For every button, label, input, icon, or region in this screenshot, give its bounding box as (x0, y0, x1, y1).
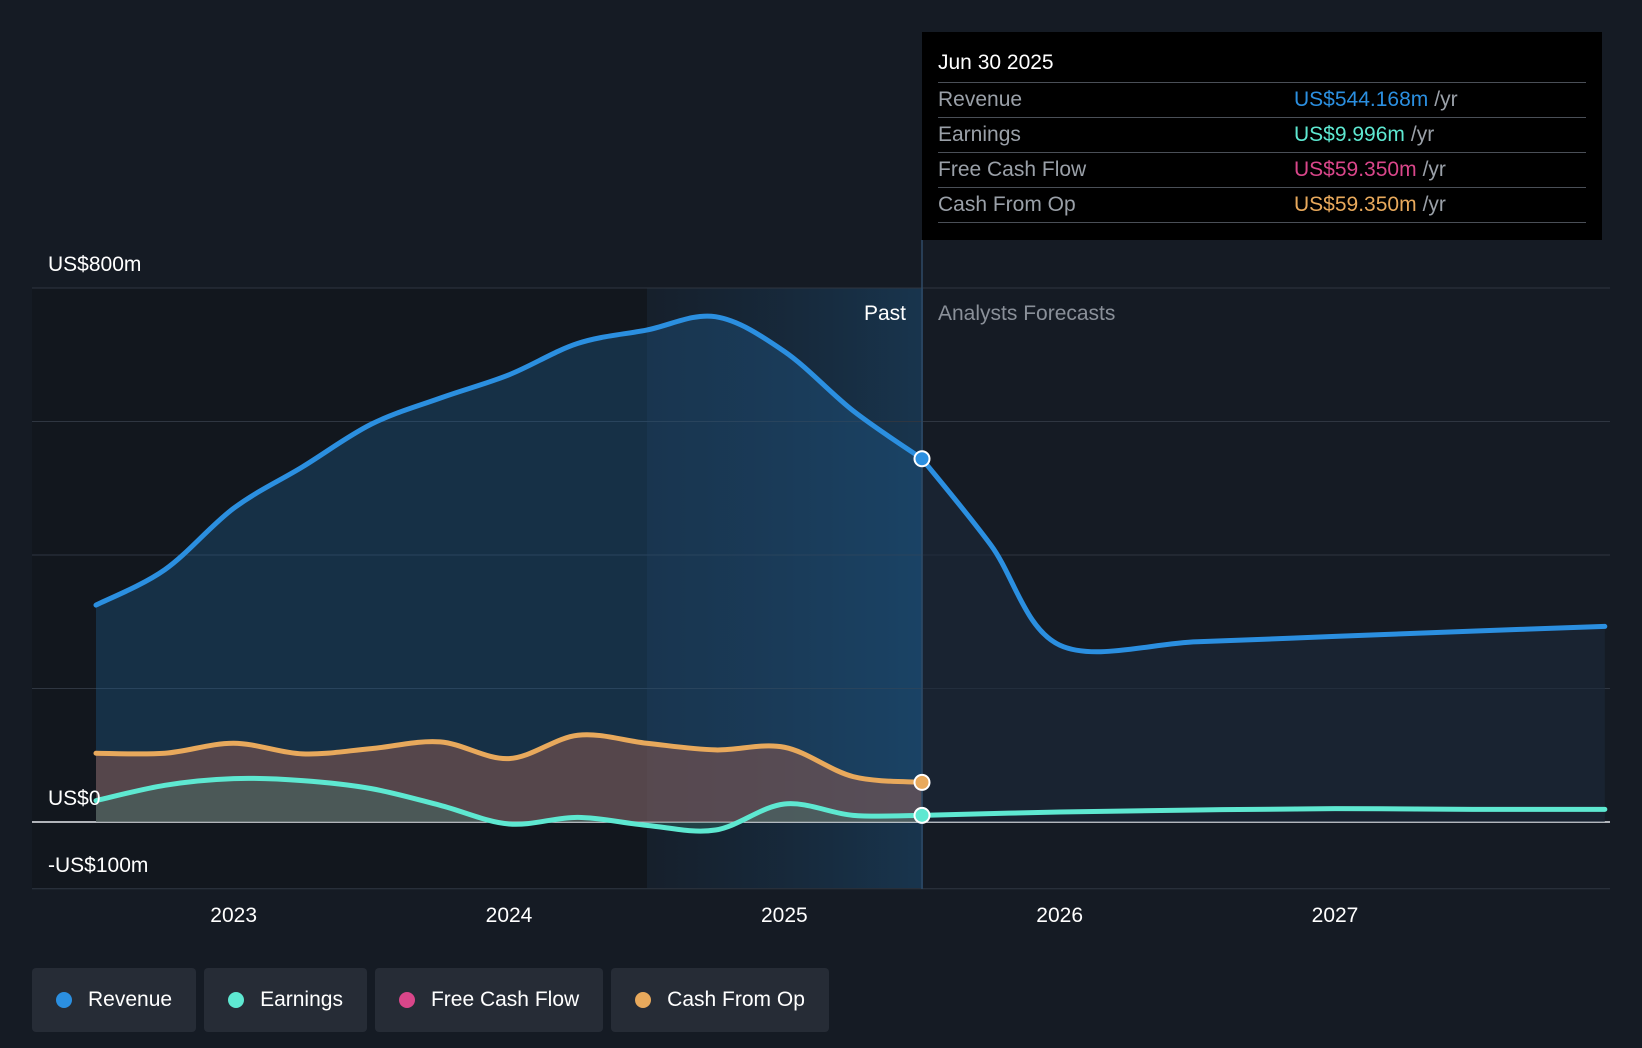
earnings-marker (913, 806, 931, 824)
earnings-area (96, 778, 922, 832)
legend-item-cash-from-op[interactable]: Cash From Op (611, 968, 829, 1032)
tooltip-value: US$59.350m/yr (1294, 193, 1446, 216)
tooltip-row-cash-from-op: Cash From Op US$59.350m/yr (938, 188, 1586, 223)
earnings-line (93, 775, 925, 834)
tooltip-row-free-cash-flow: Free Cash Flow US$59.350m/yr (938, 153, 1586, 188)
cash-from-op-dot-icon (635, 992, 652, 1008)
y-tick-label: US$0 (48, 787, 101, 810)
y-axis-labels: US$800m US$0 -US$100m (48, 253, 148, 877)
revenue-marker (913, 450, 931, 468)
x-tick-label: 2026 (1036, 904, 1083, 927)
earnings-forecast-line (919, 806, 1608, 818)
legend-item-free-cash-flow[interactable]: Free Cash Flow (374, 968, 604, 1032)
revenue-area (96, 316, 922, 822)
highlight-markers (913, 450, 931, 824)
x-tick-label: 2025 (761, 904, 808, 927)
revenue-dot-icon (56, 992, 72, 1008)
earnings-dot-icon (228, 992, 245, 1008)
legend: Revenue Earnings Free Cash Flow Cash Fro… (32, 968, 829, 1032)
y-tick-label: US$800m (48, 253, 141, 276)
free-cash-flow-dot-icon (398, 992, 415, 1008)
forecast-label: Analysts Forecasts (938, 302, 1115, 325)
legend-label: Revenue (88, 988, 173, 1011)
past-label: Past (864, 302, 906, 325)
legend-item-earnings[interactable]: Earnings (204, 968, 367, 1032)
legend-label: Cash From Op (667, 988, 805, 1011)
revenue-forecast-line (919, 456, 1608, 655)
tooltip-value: US$544.168m/yr (1294, 88, 1458, 111)
legend-item-revenue[interactable]: Revenue (32, 968, 197, 1032)
x-axis-labels: 2023 2024 2025 2026 2027 (210, 904, 1358, 927)
tooltip-label: Free Cash Flow (938, 158, 1087, 181)
cash-from-op-area (96, 734, 922, 822)
legend-label: Free Cash Flow (430, 988, 580, 1011)
tooltip-row-revenue: Revenue US$544.168m/yr (938, 83, 1586, 118)
tooltip-label: Cash From Op (938, 193, 1076, 216)
cash-from-op-line (93, 732, 925, 785)
tooltip-label: Revenue (938, 88, 1023, 111)
x-tick-label: 2024 (486, 904, 533, 927)
tooltip-row-earnings: Earnings US$9.996m/yr (938, 118, 1586, 153)
tooltip: Jun 30 2025 Revenue US$544.168m/yr Earni… (922, 32, 1602, 240)
x-tick-label: 2027 (1312, 904, 1359, 927)
cash-from-op-marker (913, 773, 931, 791)
legend-label: Earnings (260, 988, 343, 1011)
tooltip-label: Earnings (938, 123, 1021, 146)
y-tick-label: -US$100m (48, 854, 148, 877)
x-tick-label: 2023 (210, 904, 257, 927)
tooltip-date: Jun 30 2025 (938, 48, 1586, 83)
revenue-line (93, 313, 925, 608)
tooltip-value: US$59.350m/yr (1294, 158, 1446, 181)
tooltip-value: US$9.996m/yr (1294, 123, 1435, 146)
series-lines (93, 313, 1608, 834)
